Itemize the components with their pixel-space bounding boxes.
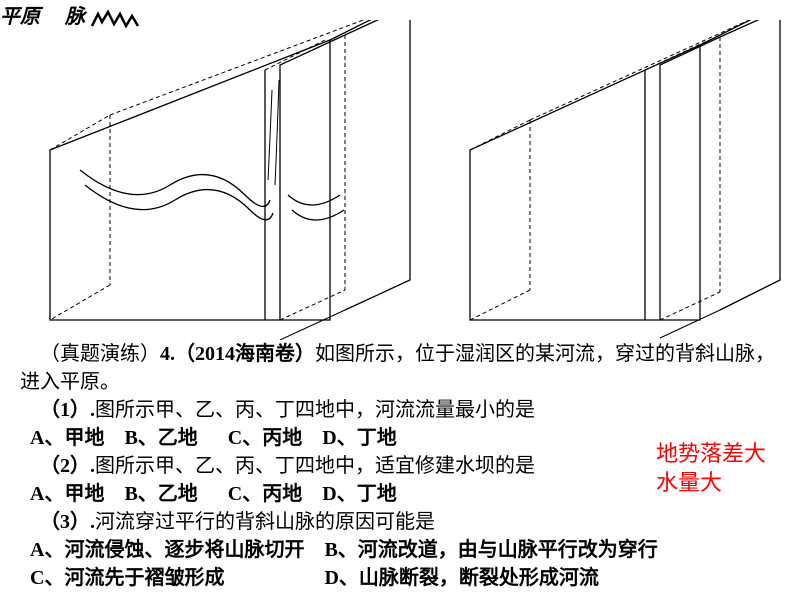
opt-1B: B、乙地 [124,424,197,452]
annotation-line2: 水量大 [656,469,766,498]
opt-1C: C、丙地 [228,424,302,452]
sub2-label: （2）. [40,455,95,477]
opt-3C: C、河流先于褶皱形成 [30,564,224,592]
sub3-label: （3）. [40,511,95,533]
left-prism [50,20,410,340]
intro-bold: 4.（2014海南卷） [160,343,315,365]
sub3-line: （3）.河流穿过平行的背斜山脉的原因可能是 [20,508,780,536]
red-annotation: 地势落差大 水量大 [656,440,766,497]
sub1-text: 图所示甲、乙、丙、丁四地中，河流流量最小的是 [95,399,535,421]
opt-2A: A、甲地 [30,480,104,508]
opt-2B: B、乙地 [124,480,197,508]
opt-1A: A、甲地 [30,424,104,452]
right-prism [470,20,780,338]
opt-2C: C、丙地 [228,480,302,508]
sub2-text: 图所示甲、乙、丙、丁四地中，适宜修建水坝的是 [95,455,535,477]
sub3-options-row2: C、河流先于褶皱形成 D、山脉断裂，断裂处形成河流 [20,564,780,592]
opt-3A: A、河流侵蚀、逐步将山脉切开 [30,536,304,564]
opt-3B: B、河流改道，由与山脉平行改为穿行 [324,536,657,564]
opt-2D: D、丁地 [322,480,396,508]
intro-prefix: （真题演练） [40,343,160,365]
sub3-text: 河流穿过平行的背斜山脉的原因可能是 [95,511,435,533]
sub1-line: （1）.图所示甲、乙、丙、丁四地中，河流流量最小的是 [20,396,780,424]
opt-3D: D、山脉断裂，断裂处形成河流 [324,564,598,592]
sub3-options-row1: A、河流侵蚀、逐步将山脉切开 B、河流改道，由与山脉平行改为穿行 [20,536,780,564]
prism-diagrams [0,20,794,340]
intro-line: （真题演练）4.（2014海南卷）如图所示，位于湿润区的某河流，穿过的背斜山脉，… [20,340,780,396]
annotation-line1: 地势落差大 [656,440,766,469]
diagram-container [0,20,794,330]
opt-1D: D、丁地 [322,424,396,452]
sub1-label: （1）. [40,399,95,421]
